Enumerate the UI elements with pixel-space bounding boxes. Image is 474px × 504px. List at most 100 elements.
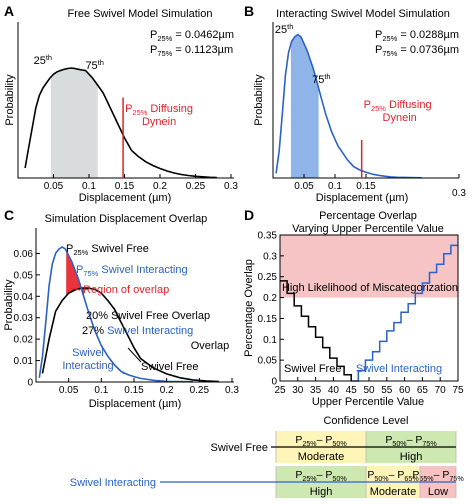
panel-d-ytick-label: 0 — [271, 377, 277, 388]
confidence-level-label: High — [310, 486, 333, 498]
panel-c-xlabel: Displacement (µm) — [89, 398, 182, 410]
panel-d-band-label: High Likelihood of Miscategorization — [282, 282, 458, 294]
panel-d-xtick-label: 70 — [435, 385, 447, 396]
panel-a-xlabel: Displacement (µm) — [79, 192, 172, 204]
panel-d-ytick-label: 0.25 — [258, 272, 278, 283]
panel-a-percentile-label-part: 25 — [34, 55, 46, 67]
confidence-range-label: P50%– P75% — [385, 434, 437, 448]
panel-d-xtick-label: 30 — [292, 385, 304, 396]
panel-c-ytick-label: 0.04 — [14, 292, 34, 303]
panel-c-free-pointer — [127, 347, 142, 363]
panel-d-curve-interacting — [351, 244, 458, 382]
confidence-range-label-part: 75% — [422, 440, 437, 448]
panel-b-stat-part: 75% — [382, 49, 397, 58]
panel-c-p75-label-part: P — [76, 264, 83, 276]
panel-d-curve-free — [280, 280, 352, 381]
confidence-level-label: High — [400, 451, 423, 463]
panel-c-xtick-label: 0.25 — [190, 385, 210, 396]
panel-c-p25-label-part: Swivel Free — [88, 243, 149, 255]
panel-c-pct-free: 20% Swivel Free Overlap — [86, 310, 210, 322]
panel-b-percentile-label-part: th — [287, 22, 293, 31]
panel-c-pct-interacting-part: 27% — [82, 325, 104, 337]
confidence-range-label-part: P — [367, 469, 374, 481]
confidence-range-label-part: 50% — [332, 440, 347, 448]
panel-a-percentile-label-part: th — [46, 53, 52, 62]
panel-b-axes — [272, 22, 459, 179]
panel-c-curve-free — [41, 287, 219, 383]
panel-c-p25-label-part: P — [66, 243, 73, 255]
panel-a-xtick-label: 0.05 — [44, 181, 64, 192]
panel-d-ytick-label: 0.05 — [258, 356, 278, 367]
panel-c-xtick-label: 0.1 — [94, 385, 108, 396]
panel-c-curve-interacting — [38, 246, 193, 383]
panel-letter-d: D — [244, 207, 254, 223]
confidence-range-label: P50%– P65% — [367, 469, 419, 483]
panel-d-title-2: Varying Upper Percentile Value — [292, 223, 444, 235]
panel-a-percentile-label-part: 75 — [85, 60, 97, 72]
confidence-range-label-part: 75% — [449, 475, 464, 483]
panel-b-dynein-label-part: Diffusing — [386, 99, 432, 111]
confidence-level-label: Moderate — [370, 486, 416, 498]
panel-a-ylabel: Probability — [4, 74, 16, 126]
panel-b-dynein-label-part: P — [364, 99, 371, 111]
panel-c-label-interacting-2: Interacting — [62, 360, 113, 372]
panel-d-ytick-label: 0.2 — [263, 293, 277, 304]
panel-c-ytick-label: 0.05 — [14, 270, 34, 281]
panel-d-highlight-band — [280, 235, 458, 298]
panel-d-xtick-label: 40 — [328, 385, 340, 396]
panel-c-p75-label-part: 75% — [83, 269, 98, 278]
panel-a-title: Free Swivel Model Simulation — [68, 8, 213, 20]
panel-d-xtick-label: 50 — [363, 385, 375, 396]
panel-b-stat-part: = 0.0736µm — [397, 44, 459, 56]
panel-b-xtick-label: 0.15 — [356, 181, 376, 192]
panel-b-curve — [275, 33, 422, 179]
panel-c-xtick-label: 0.15 — [124, 385, 144, 396]
confidence-range-label-part: P — [412, 469, 419, 481]
panel-d-xlabel: Upper Percentile Value — [312, 396, 424, 408]
confidence-range-label-part: 65% — [404, 475, 419, 483]
panel-a-stat-part: 75% — [157, 49, 172, 58]
confidence-range-label-part: P — [295, 469, 302, 481]
panel-c-region-label: Region of overlap — [83, 284, 169, 296]
panel-a-xtick-label: 0.2 — [153, 181, 167, 192]
panel-c-pct-interacting: 27% Swivel Interacting — [82, 325, 193, 337]
panel-a-percentile-label: 75th — [85, 58, 103, 72]
confidence-range-label-part: P — [385, 434, 392, 446]
panel-b-percentile-label-part: 25 — [275, 24, 287, 36]
panel-a-xtick-label: 0.1 — [82, 181, 96, 192]
panel-b-percentile-label: 75th — [312, 72, 330, 86]
confidence-level-label: Moderate — [298, 451, 344, 463]
panel-b-stat: P25% = 0.0288µm — [375, 29, 459, 43]
panel-a-stat-part: = 0.0462µm — [172, 29, 234, 41]
panel-c-overlap-pointer — [70, 287, 81, 291]
panel-b-xlabel: Displacement (µm) — [316, 192, 409, 204]
panel-a-stat: P25% = 0.0462µm — [150, 29, 234, 43]
confidence-range-label-part: P — [295, 434, 302, 446]
panel-a-percentile-label-part: th — [98, 58, 104, 67]
panel-b-ylabel: Probability — [253, 74, 265, 126]
panel-c-p25-label: P25% Swivel Free — [66, 243, 149, 257]
panel-d-xtick-label: 25 — [274, 385, 286, 396]
panel-d-ytick-label: 0.1 — [263, 335, 277, 346]
panel-a-stat-part: P — [150, 29, 157, 41]
panel-c-overlap-region — [66, 250, 85, 298]
panel-d-xtick-label: 75 — [452, 385, 464, 396]
panel-b-percentile-label-part: 75 — [312, 74, 324, 86]
panel-c-ytick-label: 0.06 — [14, 249, 34, 260]
panel-a-curve — [24, 67, 217, 179]
panel-b-xtick-label: 0.3 — [452, 188, 466, 199]
panel-b-xtick-label: 0.1 — [328, 181, 342, 192]
panel-a-stat-part: = 0.1123µm — [172, 44, 233, 56]
confidence-range-label-part: 50% — [374, 475, 389, 483]
confidence-range-label-part: – P — [317, 469, 333, 481]
confidence-title: Confidence Level — [323, 415, 408, 427]
panel-d-xtick-label: 35 — [310, 385, 322, 396]
panel-a-stat-part: 25% — [157, 34, 172, 43]
panel-a-dynein-label-part: Diffusing — [147, 103, 193, 115]
panel-d-label-interacting: Swivel Interacting — [356, 363, 442, 375]
panel-a-xtick-label: 0.15 — [115, 181, 135, 192]
confidence-range-label: P25%– P50% — [295, 469, 347, 483]
panel-c-pct-interacting-2: Overlap — [191, 340, 230, 352]
panel-c-p75-label-part: Swivel Interacting — [98, 264, 187, 276]
